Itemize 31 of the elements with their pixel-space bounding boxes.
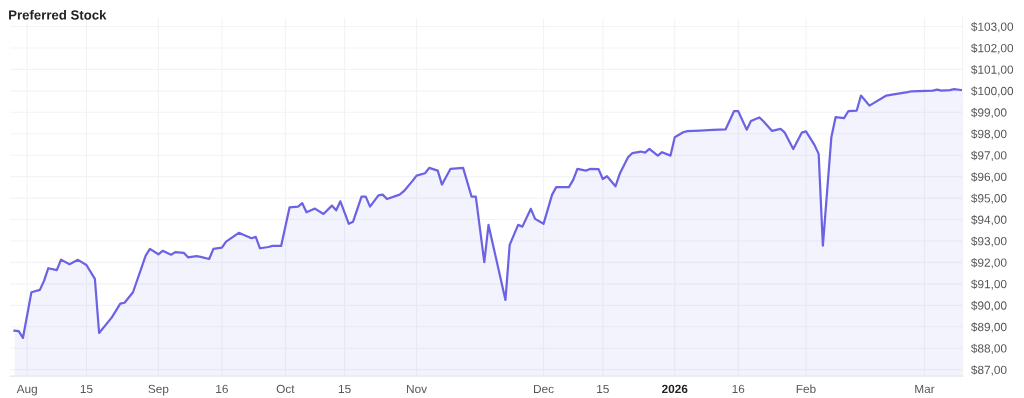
y-tick-label: $96,00: [971, 172, 1007, 183]
x-tick-label: 15: [80, 384, 93, 394]
y-tick-label: $103,00: [971, 22, 1014, 33]
y-tick-label: $89,00: [971, 322, 1007, 333]
x-tick-label: 16: [216, 384, 228, 394]
y-tick-label: $90,00: [971, 300, 1007, 312]
y-tick-label: $95,00: [971, 193, 1007, 204]
x-tick-label: Dec: [534, 384, 554, 394]
y-tick-label: $94,00: [971, 215, 1007, 226]
x-tick-label: Aug: [16, 384, 37, 396]
x-tick-label: Nov: [407, 384, 428, 394]
y-tick-label: $101,00: [971, 64, 1014, 76]
x-tick-label: Mar: [915, 384, 935, 394]
y-tick-label: $93,00: [971, 236, 1007, 247]
y-tick-label: $88,00: [971, 343, 1007, 355]
x-tick-label: 15: [338, 384, 351, 394]
x-tick-label: 2026: [662, 384, 688, 394]
y-tick-label: $99,00: [971, 107, 1007, 119]
x-tick-label: Oct: [276, 384, 295, 394]
y-tick-label: $87,00: [971, 365, 1007, 376]
y-tick-label: $98,00: [971, 129, 1007, 140]
x-tick-label: Feb: [796, 384, 816, 394]
x-tick-label: Sep: [148, 384, 169, 396]
x-tick-label: 16: [732, 384, 745, 394]
y-tick-label: $100,00: [971, 86, 1014, 97]
y-tick-label: $97,00: [971, 150, 1007, 161]
y-tick-label: $92,00: [971, 257, 1007, 269]
y-tick-label: $102,00: [971, 43, 1014, 54]
chart-title: Preferred Stock: [9, 9, 107, 20]
y-tick-label: $91,00: [971, 279, 1007, 290]
x-tick-label: 15: [597, 384, 609, 394]
